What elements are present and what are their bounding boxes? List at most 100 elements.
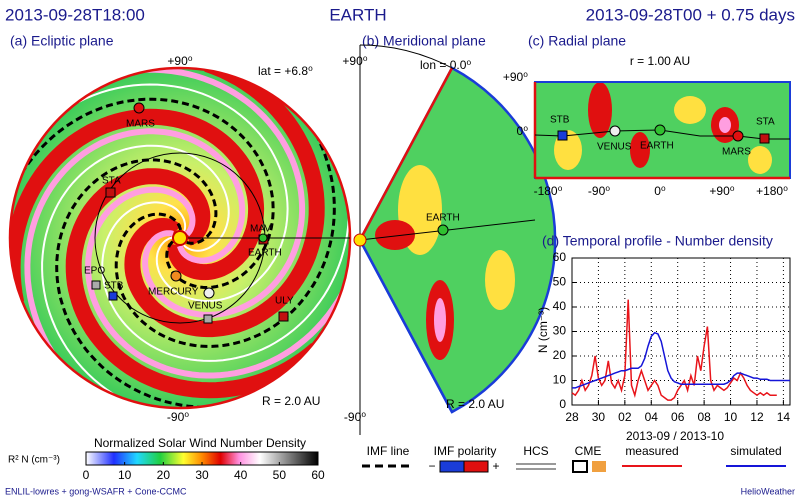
colorbar-tick-label: 0 — [83, 468, 90, 482]
panel-title: (d) Temporal profile - Number density — [542, 233, 773, 249]
x-tick-label: 14 — [777, 410, 791, 424]
colorbar-tick-label: 20 — [157, 468, 171, 482]
y-tick-label: 60 — [553, 250, 567, 264]
y-tick-label: 40 — [553, 299, 567, 313]
mercury-marker — [170, 270, 182, 282]
structure — [375, 220, 415, 250]
legend-label: CME — [575, 444, 602, 458]
sun — [172, 230, 188, 246]
colorbar-tick-label: 10 — [118, 468, 132, 482]
venus-marker — [203, 287, 215, 299]
panel-title: (a) Ecliptic plane — [10, 33, 114, 49]
spiral — [114, 108, 336, 348]
legend-swatch — [592, 461, 606, 472]
radius-label: r = 1.00 AU — [630, 54, 690, 68]
structure — [748, 146, 772, 174]
data-line — [571, 299, 777, 401]
legend-label: IMF line — [367, 444, 410, 458]
x-tick-label: 0⁰ — [654, 184, 666, 198]
legend-label: HCS — [523, 444, 548, 458]
uly-marker — [278, 311, 289, 322]
sun — [353, 233, 367, 247]
spiral — [85, 186, 350, 379]
x-axis-label: 2013-09 / 2013-10 — [626, 429, 724, 443]
spiral — [55, 158, 233, 408]
legend-label: IMF polarity — [434, 444, 497, 458]
y-tick-label: 0⁰ — [517, 124, 529, 138]
radius-label: R = 2.0 AU — [262, 394, 320, 408]
footer-left: ENLIL-lowres + gong-WSAFR + Cone-CCMC — [5, 486, 187, 496]
spiral — [10, 108, 265, 304]
bottom-label: -90⁰ — [344, 410, 366, 424]
mars-marker — [732, 130, 744, 142]
spiral — [119, 68, 306, 318]
sta-marker — [759, 133, 770, 144]
legend-label: + — [492, 459, 499, 473]
x-tick-label: +90⁰ — [709, 184, 734, 198]
body-label: EARTH — [248, 248, 282, 259]
epo-marker — [91, 280, 101, 290]
run-label: 2013-09-28T00 + 0.75 days — [586, 5, 795, 24]
x-tick-label: -90⁰ — [588, 184, 610, 198]
legend-label: − — [428, 459, 435, 473]
x-tick-label: 08 — [697, 410, 711, 424]
stb-marker — [557, 130, 568, 141]
body-label: VENUS — [597, 142, 632, 153]
colorbar-tick-label: 50 — [273, 468, 287, 482]
legend-label: measured — [625, 444, 678, 458]
footer-right: HelioWeather — [741, 486, 795, 496]
x-tick-label: 02 — [618, 410, 632, 424]
meridional-map — [360, 68, 556, 412]
lat-label: lat = +6.8⁰ — [258, 64, 313, 78]
bodies: MARS STA MAV EARTH EPO STB MERCURY VENUS… — [84, 102, 294, 324]
spiral — [47, 83, 289, 302]
earth-marker — [437, 224, 449, 236]
colorbar-tick-label: 30 — [195, 468, 209, 482]
spiral — [24, 128, 246, 375]
bottom-label: -90⁰ — [167, 410, 189, 424]
panel-title: (c) Radial plane — [528, 33, 626, 49]
top-label: +90⁰ — [167, 54, 192, 68]
x-tick-label: 28 — [565, 410, 579, 424]
wedge-edge — [358, 67, 454, 241]
top-label: +90⁰ — [342, 54, 367, 68]
y-axis-label: N (cm⁻³) — [536, 307, 550, 353]
colorbar-title: Normalized Solar Wind Number Density — [94, 436, 306, 450]
body-label: STB — [550, 115, 570, 126]
body-label: ULY — [275, 296, 294, 307]
wedge-edge — [358, 239, 454, 413]
lon-label: lon = 0.0⁰ — [420, 58, 471, 72]
radial-map — [535, 82, 790, 178]
spiral — [101, 183, 350, 362]
body-label: EARTH — [426, 213, 460, 224]
structure — [719, 117, 731, 133]
structure — [588, 82, 612, 138]
x-tick-label: 12 — [750, 410, 764, 424]
sta-marker — [105, 187, 116, 198]
legend-label: simulated — [730, 444, 781, 458]
structure — [674, 96, 706, 124]
body-label: MAV — [250, 224, 271, 235]
spiral — [124, 68, 325, 338]
wedge — [358, 66, 557, 414]
body-label: MERCURY — [148, 287, 199, 298]
colorbar-tick-label: 40 — [234, 468, 248, 482]
panel-title: (b) Meridional plane — [362, 33, 486, 49]
x-tick-label: 06 — [671, 410, 685, 424]
legend-swatch — [439, 460, 465, 473]
target-label: EARTH — [329, 5, 386, 24]
stb-marker — [108, 291, 118, 301]
earth-marker — [258, 233, 268, 243]
body-label: STB — [104, 281, 124, 292]
legend-swatch — [463, 460, 489, 473]
data-line — [572, 331, 790, 389]
body-label: MARS — [126, 119, 155, 130]
x-tick-label: 10 — [724, 410, 738, 424]
x-tick-label: +180⁰ — [756, 184, 788, 198]
y-tick-label: +90⁰ — [503, 70, 528, 84]
earth-marker — [654, 124, 666, 136]
x-tick-label: -180⁰ — [534, 184, 563, 198]
venus-marker — [609, 125, 621, 137]
soho-marker — [203, 314, 213, 324]
